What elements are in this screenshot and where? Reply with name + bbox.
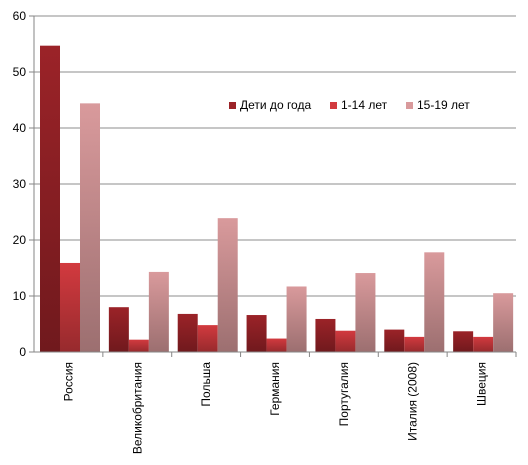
bar-3-2: [148, 271, 169, 352]
bar-1-3: [177, 313, 198, 352]
bar-1-4: [246, 315, 267, 352]
bar-1-6: [384, 329, 405, 352]
x-category-label: Великобритания: [130, 362, 144, 454]
y-tick-label: 10: [13, 289, 27, 303]
y-tick-label: 0: [19, 345, 26, 359]
legend-swatch: [330, 102, 337, 109]
bar-3-3: [217, 218, 238, 352]
bar-3-1: [80, 103, 100, 352]
bar-3-6: [424, 252, 445, 352]
bar-2-5: [335, 330, 356, 352]
bar-3-5: [355, 273, 376, 352]
bar-2-3: [197, 325, 218, 352]
y-tick-label: 40: [13, 121, 27, 135]
y-tick-label: 20: [13, 233, 27, 247]
bar-2-2: [128, 339, 149, 352]
legend: Дети до года 1-14 лет 15-19 лет: [229, 98, 470, 112]
x-category-label: Португалия: [337, 362, 351, 426]
bar-1-7: [453, 331, 474, 352]
y-tick-label: 30: [13, 177, 27, 191]
x-category-labels: Россия Великобритания Польша Германия Португ…: [61, 362, 488, 454]
legend-swatch: [406, 102, 413, 109]
y-tick-label: 60: [13, 9, 27, 23]
x-category-label: Швеция: [475, 362, 489, 406]
x-category-label: Италия (2008): [406, 362, 420, 441]
bar-2-1: [60, 262, 80, 352]
bar-1-1: [40, 45, 60, 353]
legend-label: Дети до года: [240, 98, 311, 112]
bar-1-2: [108, 307, 129, 352]
x-category-label: Россия: [61, 362, 75, 401]
bar-3-4: [286, 286, 307, 352]
y-tick-label: 50: [13, 65, 27, 79]
bars: [40, 45, 514, 353]
bar-2-4: [266, 338, 287, 352]
bar-2-6: [404, 336, 425, 352]
legend-label: 15-19 лет: [417, 98, 470, 112]
legend-swatch: [229, 102, 236, 109]
x-category-label: Польша: [199, 362, 213, 407]
axes: [29, 15, 517, 357]
bar-3-7: [493, 293, 514, 352]
y-tick-labels: 0 10 20 30 40 50 60: [13, 9, 27, 359]
legend-label: 1-14 лет: [341, 98, 388, 112]
bar-2-7: [473, 336, 494, 352]
x-category-label: Германия: [268, 362, 282, 416]
bar-1-5: [315, 318, 336, 352]
